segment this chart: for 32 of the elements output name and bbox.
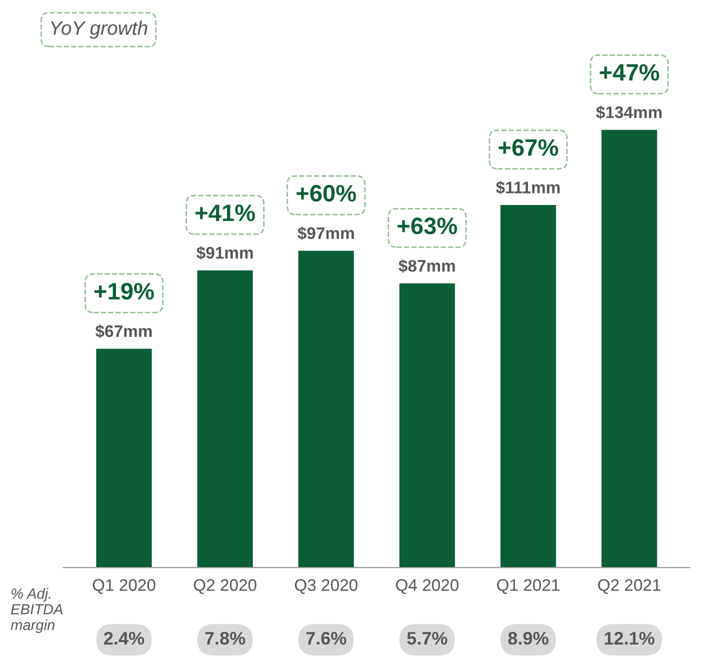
x-tick-label: Q4 2020 [396,579,458,594]
data-label: $111mm [496,180,560,194]
bar [197,270,253,568]
text: 7.8% [205,632,246,645]
bar [399,283,455,568]
text: YoY growth [51,20,148,39]
bar [500,204,556,568]
x-tick-label: Q1 2021 [497,579,560,594]
x-tick-label: Q2 2021 [598,579,660,594]
bar [96,348,152,568]
data-label: $87mm [398,259,455,273]
annotation: +63% [398,218,458,234]
data-label: $67mm [95,324,152,338]
annotation: +19% [94,282,154,300]
annotation: +60% [296,184,356,202]
text: 7.6% [306,632,346,645]
data-label: $134mm [596,106,662,120]
data-label: $91mm [196,246,253,260]
text: 5.7% [407,632,448,645]
data-label: $97mm [298,226,354,240]
x-tick-label: Q2 2020 [194,579,256,594]
bar [298,250,354,568]
text: 12.1% [604,632,654,645]
text: 8.9% [508,632,548,645]
annotation: +41% [196,204,255,222]
x-tick-label: Q3 2020 [294,579,358,594]
annotation: +67% [498,139,558,156]
text: % Adj. EBITDA margin [10,588,62,634]
annotation: +47% [600,64,660,81]
text: 2.4% [104,632,144,645]
bar [601,130,658,568]
x-tick-label: Q1 2020 [92,579,156,594]
